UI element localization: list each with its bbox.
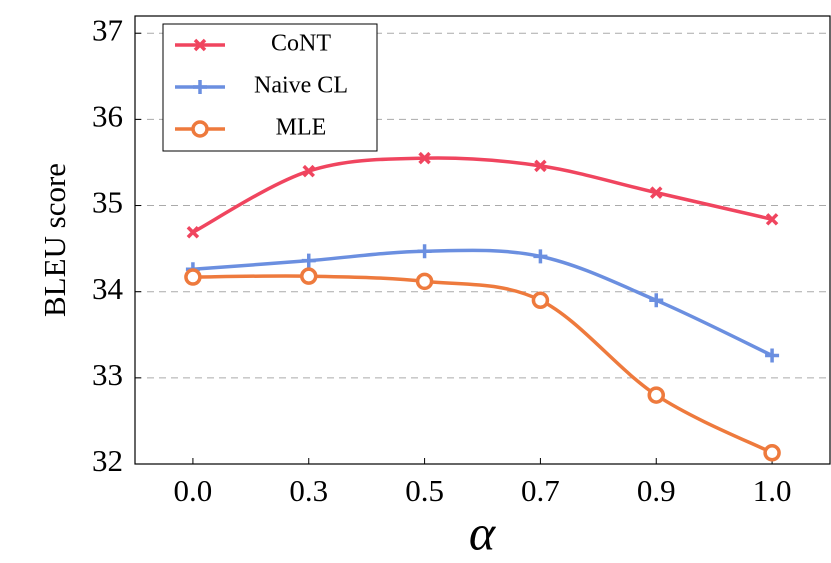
point bbox=[301, 253, 316, 268]
y-tick-label: 36 bbox=[92, 98, 123, 133]
legend-label: CoNT bbox=[271, 31, 331, 57]
line bbox=[192, 248, 773, 358]
legend-label: Naive CL bbox=[254, 73, 348, 99]
y-tick-label: 33 bbox=[92, 357, 123, 392]
legend-marker bbox=[193, 38, 207, 52]
line bbox=[192, 156, 773, 234]
point bbox=[186, 226, 200, 239]
point bbox=[650, 186, 663, 199]
x-tick-label: 0.5 bbox=[405, 473, 444, 508]
y-tick-label: 37 bbox=[92, 12, 123, 47]
point bbox=[417, 244, 432, 259]
point bbox=[765, 213, 779, 226]
x-tick-label: 1.0 bbox=[753, 473, 792, 508]
point bbox=[649, 293, 664, 308]
legend-marker bbox=[193, 80, 207, 94]
x-tick-label: 0.0 bbox=[174, 473, 213, 508]
point bbox=[300, 267, 318, 285]
legend-marker bbox=[191, 120, 209, 138]
point bbox=[184, 268, 202, 286]
legend-label: MLE bbox=[276, 115, 327, 141]
plot-frame bbox=[134, 15, 831, 465]
x-tick-label: 0.7 bbox=[521, 473, 560, 508]
point bbox=[418, 151, 431, 165]
point bbox=[302, 164, 315, 178]
x-axis-label: α bbox=[469, 504, 497, 560]
point bbox=[531, 291, 550, 310]
point bbox=[533, 249, 548, 264]
point bbox=[647, 386, 665, 404]
y-axis-label: BLEU score bbox=[37, 163, 72, 317]
y-tick-label: 35 bbox=[92, 185, 123, 220]
x-tick-label: 0.9 bbox=[637, 473, 676, 508]
point bbox=[415, 272, 434, 291]
point bbox=[765, 348, 780, 363]
x-tick-label: 0.3 bbox=[289, 473, 328, 508]
point bbox=[763, 444, 781, 462]
y-tick-label: 34 bbox=[92, 271, 124, 306]
line bbox=[192, 274, 773, 455]
y-tick-label: 32 bbox=[92, 443, 123, 478]
point bbox=[534, 159, 547, 173]
